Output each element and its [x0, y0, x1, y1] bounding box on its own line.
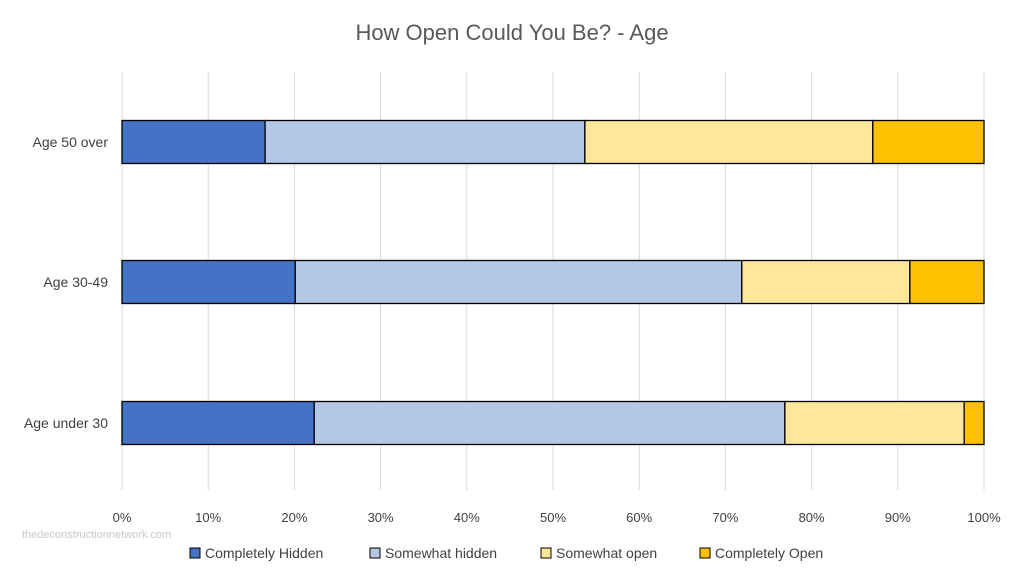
category-label: Age 50 over — [33, 134, 109, 150]
category-label: Age 30-49 — [43, 274, 108, 290]
x-tick-label: 90% — [885, 510, 911, 525]
category-label: Age under 30 — [24, 415, 108, 431]
bar-segment — [741, 259, 911, 305]
legend: Completely Hidden Somewhat hidden Somewhat… — [189, 545, 823, 561]
bar-segment — [264, 119, 586, 165]
x-tick-label: 0% — [113, 510, 132, 525]
x-tick-label: 40% — [454, 510, 480, 525]
chart-title: How Open Could You Be? - Age — [355, 20, 668, 45]
bars — [121, 119, 985, 446]
legend-label: Somewhat open — [556, 545, 657, 561]
legend-swatch — [189, 547, 201, 559]
bar-segment — [121, 259, 296, 305]
x-tick-label: 70% — [712, 510, 738, 525]
bar-row — [121, 119, 985, 165]
x-tick-label: 30% — [368, 510, 394, 525]
legend-label: Completely Open — [715, 545, 823, 561]
legend-item: Completely Open — [699, 545, 823, 561]
x-tick-label: 50% — [540, 510, 566, 525]
bar-segment — [584, 119, 874, 165]
legend-item: Completely Hidden — [189, 545, 323, 561]
x-tick-label: 60% — [626, 510, 652, 525]
x-tick-label: 80% — [799, 510, 825, 525]
x-tick-label: 20% — [281, 510, 307, 525]
watermark: thedeconstructionnetwork.com — [22, 529, 171, 541]
bar-segment — [784, 400, 965, 446]
legend-swatch — [699, 547, 711, 559]
legend-item: Somewhat open — [540, 545, 657, 561]
bar-segment — [121, 119, 266, 165]
x-tick-label: 100% — [967, 510, 1001, 525]
x-axis-tick-labels: 0% 10% 20% 30% 40% 50% 60% 70% 80% 90% 100% — [113, 510, 1001, 525]
legend-label: Completely Hidden — [205, 545, 323, 561]
legend-item: Somewhat hidden — [369, 545, 497, 561]
x-tick-label: 10% — [195, 510, 221, 525]
bar-segment — [294, 259, 743, 305]
legend-swatch — [369, 547, 381, 559]
category-labels: Age 50 over Age 30-49 Age under 30 — [24, 134, 108, 431]
bar-segment — [963, 400, 985, 446]
bar-row — [121, 400, 985, 446]
bar-row — [121, 259, 985, 305]
bar-segment — [872, 119, 985, 165]
bar-segment — [909, 259, 985, 305]
bar-segment — [313, 400, 786, 446]
bar-segment — [121, 400, 315, 446]
legend-swatch — [540, 547, 552, 559]
legend-label: Somewhat hidden — [385, 545, 497, 561]
